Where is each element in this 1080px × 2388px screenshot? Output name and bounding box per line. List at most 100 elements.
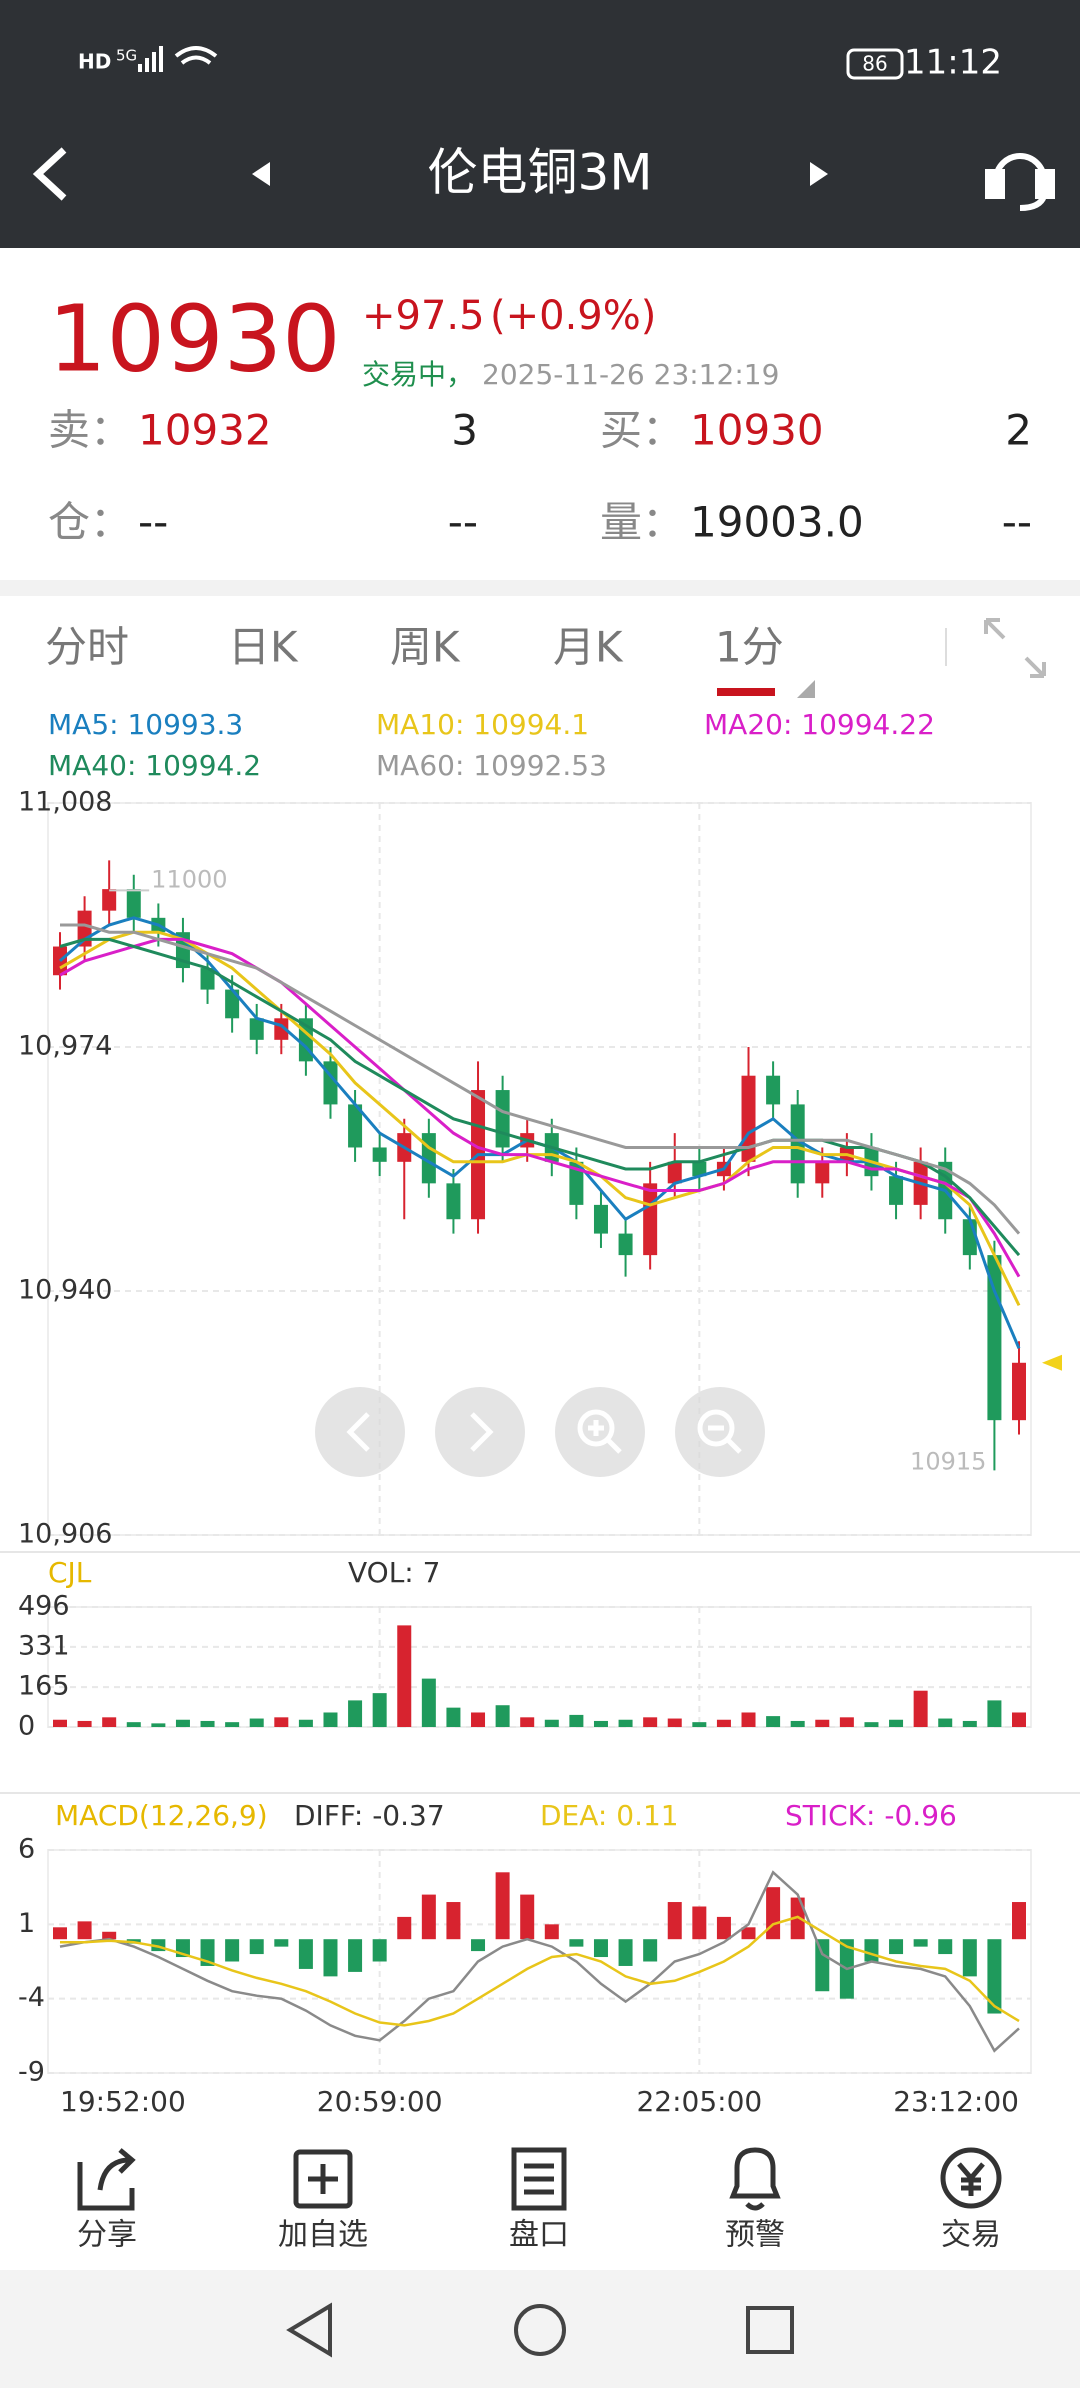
legend-entry: MA40: 10994.2 bbox=[48, 749, 261, 782]
volume-bar bbox=[987, 1700, 1002, 1727]
volume-bar bbox=[962, 1720, 977, 1727]
chart-title: CJL bbox=[48, 1556, 92, 1589]
nav-recent[interactable] bbox=[746, 2306, 794, 2354]
depth-icon[interactable] bbox=[511, 2147, 567, 2211]
line bbox=[59, 930, 1021, 1307]
share-icon[interactable] bbox=[77, 2148, 136, 2211]
macd-bar bbox=[225, 1939, 240, 1962]
volume-bar bbox=[913, 1690, 928, 1727]
control-icons bbox=[346, 1409, 742, 1454]
toolbar-icons bbox=[77, 2147, 1002, 2211]
quote-value: 10932 bbox=[138, 406, 272, 455]
volume-bar bbox=[200, 1720, 215, 1727]
candle-body bbox=[372, 1147, 387, 1162]
prev-button[interactable] bbox=[252, 162, 270, 186]
toolbar-label[interactable]: 盘口 bbox=[509, 2218, 569, 2253]
volume-bar bbox=[544, 1719, 559, 1727]
chart-subtitle: VOL: 7 bbox=[348, 1556, 440, 1589]
volume-bar bbox=[421, 1678, 436, 1727]
macd-bar bbox=[716, 1916, 731, 1940]
tab[interactable]: 1分 bbox=[715, 623, 784, 672]
tab[interactable]: 日K bbox=[228, 623, 299, 672]
toolbar-label[interactable]: 加自选 bbox=[278, 2218, 368, 2253]
candle-body bbox=[889, 1176, 904, 1205]
quote-qty: 3 bbox=[451, 406, 478, 455]
macd-bar bbox=[544, 1924, 559, 1940]
next-button[interactable] bbox=[810, 162, 828, 186]
quote-label: 卖： bbox=[48, 406, 132, 455]
volume-bar bbox=[348, 1700, 363, 1727]
nav-home[interactable] bbox=[514, 2304, 566, 2356]
volume-bar bbox=[618, 1719, 633, 1727]
tab[interactable]: 分时 bbox=[45, 623, 129, 672]
volume-bar bbox=[372, 1693, 387, 1727]
macd-bar bbox=[274, 1939, 289, 1947]
y-tick-label: 1 bbox=[18, 1908, 35, 1939]
volume-bar bbox=[766, 1716, 781, 1727]
candle-body bbox=[1012, 1362, 1026, 1421]
volume-bar bbox=[446, 1707, 461, 1727]
toolbar-label[interactable]: 预警 bbox=[725, 2218, 785, 2253]
page-title: 伦电铜3M bbox=[428, 144, 653, 202]
zoom-in-button[interactable] bbox=[555, 1387, 645, 1477]
zoom-out-button[interactable] bbox=[675, 1387, 765, 1477]
line bbox=[60, 1915, 1020, 2027]
plot-frame bbox=[47, 1849, 1032, 2074]
macd-bar bbox=[938, 1939, 953, 1955]
y-tick-label: 10,940 bbox=[18, 1275, 112, 1306]
alert-icon[interactable] bbox=[729, 2147, 781, 2211]
last-price: 10930 bbox=[48, 285, 341, 392]
y-tick-label: 10,974 bbox=[18, 1031, 112, 1062]
volume-bar bbox=[53, 1719, 67, 1727]
legend-entry: MA10: 10994.1 bbox=[376, 708, 589, 741]
macd-bar bbox=[471, 1939, 486, 1952]
trade-icon[interactable] bbox=[940, 2147, 1002, 2209]
nav-back[interactable] bbox=[286, 2302, 332, 2358]
macd-bar bbox=[102, 1931, 117, 1940]
y-tick-label: 10,906 bbox=[18, 1519, 112, 1550]
y-tick-label: 0 bbox=[18, 1711, 35, 1742]
macd-bar bbox=[520, 1894, 535, 1940]
tab[interactable]: 月K bbox=[553, 623, 624, 672]
legend-entry: MA20: 10994.22 bbox=[704, 708, 935, 741]
fullscreen-button[interactable] bbox=[984, 618, 1046, 678]
toolbar-label[interactable]: 分享 bbox=[77, 2218, 137, 2253]
candle-body bbox=[815, 1161, 830, 1184]
candle-body bbox=[643, 1183, 658, 1256]
scroll-right-button[interactable] bbox=[435, 1387, 525, 1477]
quote-rows: 卖： 10932 3 买： 10930 2仓： -- -- 量： 19003.0 -- bbox=[48, 406, 1032, 547]
macd-bar bbox=[348, 1939, 363, 1972]
line bbox=[60, 923, 1021, 1235]
volume-bar bbox=[938, 1718, 953, 1727]
tab[interactable]: 周K bbox=[390, 623, 461, 672]
last-price-pointer bbox=[1042, 1354, 1062, 1371]
high-marker: 11000 bbox=[151, 865, 227, 893]
candle-body bbox=[618, 1233, 633, 1256]
candle-body bbox=[593, 1204, 608, 1234]
candle-body bbox=[446, 1183, 461, 1220]
add-icon[interactable] bbox=[293, 2149, 353, 2209]
back-button[interactable] bbox=[32, 147, 67, 201]
y-tick-label: 6 bbox=[18, 1834, 35, 1865]
tab-dropdown[interactable] bbox=[797, 680, 815, 698]
scroll-left-button[interactable] bbox=[315, 1387, 405, 1477]
volume-bar bbox=[741, 1712, 756, 1727]
trade-status: 交易中， bbox=[362, 358, 474, 391]
x-tick-label: 19:52:00 bbox=[60, 2085, 186, 2118]
service-button[interactable] bbox=[985, 153, 1055, 211]
price-change: +97.5 bbox=[362, 293, 485, 339]
toolbar-label[interactable]: 交易 bbox=[941, 2218, 1001, 2253]
volume-bar bbox=[864, 1722, 879, 1727]
volume-bar bbox=[593, 1720, 608, 1727]
volume-bar bbox=[495, 1705, 510, 1727]
volume-bar bbox=[471, 1712, 486, 1727]
volume-bar bbox=[298, 1719, 313, 1727]
system-nav bbox=[0, 2270, 1080, 2388]
volume-bar bbox=[249, 1718, 264, 1727]
charts: 10,906 10,940 10,974 11,008 11000 10915 MA5: 1… bbox=[0, 708, 1080, 2118]
y-tick-label: 331 bbox=[18, 1630, 70, 1661]
y-tick-label: -9 bbox=[18, 2057, 45, 2088]
y-tick-label: 11,008 bbox=[18, 787, 112, 818]
